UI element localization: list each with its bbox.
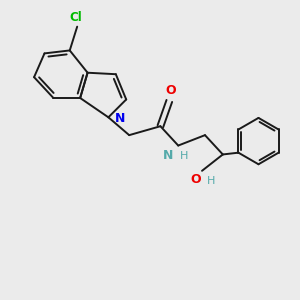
- Text: O: O: [166, 84, 176, 98]
- Text: O: O: [190, 173, 200, 186]
- Text: N: N: [163, 149, 173, 162]
- Text: H: H: [180, 151, 188, 161]
- Text: Cl: Cl: [69, 11, 82, 24]
- Text: N: N: [115, 112, 125, 125]
- Text: H: H: [207, 176, 216, 186]
